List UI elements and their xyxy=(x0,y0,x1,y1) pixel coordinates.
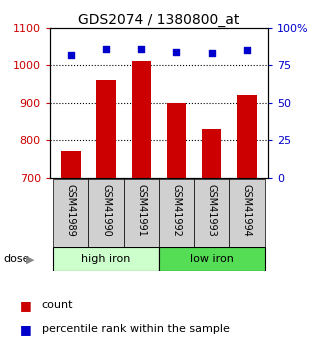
Bar xyxy=(159,247,265,271)
Text: GSM41989: GSM41989 xyxy=(66,184,76,237)
Bar xyxy=(202,129,221,178)
Bar xyxy=(53,247,159,271)
Bar xyxy=(229,179,265,247)
Text: low iron: low iron xyxy=(190,254,234,264)
Bar xyxy=(159,179,194,247)
Bar xyxy=(167,102,186,178)
Bar xyxy=(53,179,89,247)
Text: GSM41990: GSM41990 xyxy=(101,184,111,237)
Text: ▶: ▶ xyxy=(26,255,35,264)
Title: GDS2074 / 1380800_at: GDS2074 / 1380800_at xyxy=(78,12,239,27)
Bar xyxy=(96,80,116,178)
Point xyxy=(174,49,179,55)
Text: percentile rank within the sample: percentile rank within the sample xyxy=(42,325,230,334)
Text: GSM41993: GSM41993 xyxy=(207,184,217,237)
Point xyxy=(68,52,74,57)
Bar xyxy=(89,179,124,247)
Text: count: count xyxy=(42,300,73,310)
Text: ■: ■ xyxy=(20,299,31,312)
Text: GSM41991: GSM41991 xyxy=(136,184,146,237)
Point xyxy=(103,46,108,51)
Text: high iron: high iron xyxy=(82,254,131,264)
Point xyxy=(139,46,144,51)
Bar xyxy=(237,95,256,178)
Text: GSM41994: GSM41994 xyxy=(242,184,252,237)
Point xyxy=(209,50,214,56)
Text: dose: dose xyxy=(3,255,30,264)
Text: ■: ■ xyxy=(20,323,31,336)
Point xyxy=(244,47,249,53)
Bar xyxy=(194,179,229,247)
Bar xyxy=(124,179,159,247)
Bar xyxy=(132,61,151,178)
Bar xyxy=(61,151,81,178)
Text: GSM41992: GSM41992 xyxy=(171,184,181,237)
